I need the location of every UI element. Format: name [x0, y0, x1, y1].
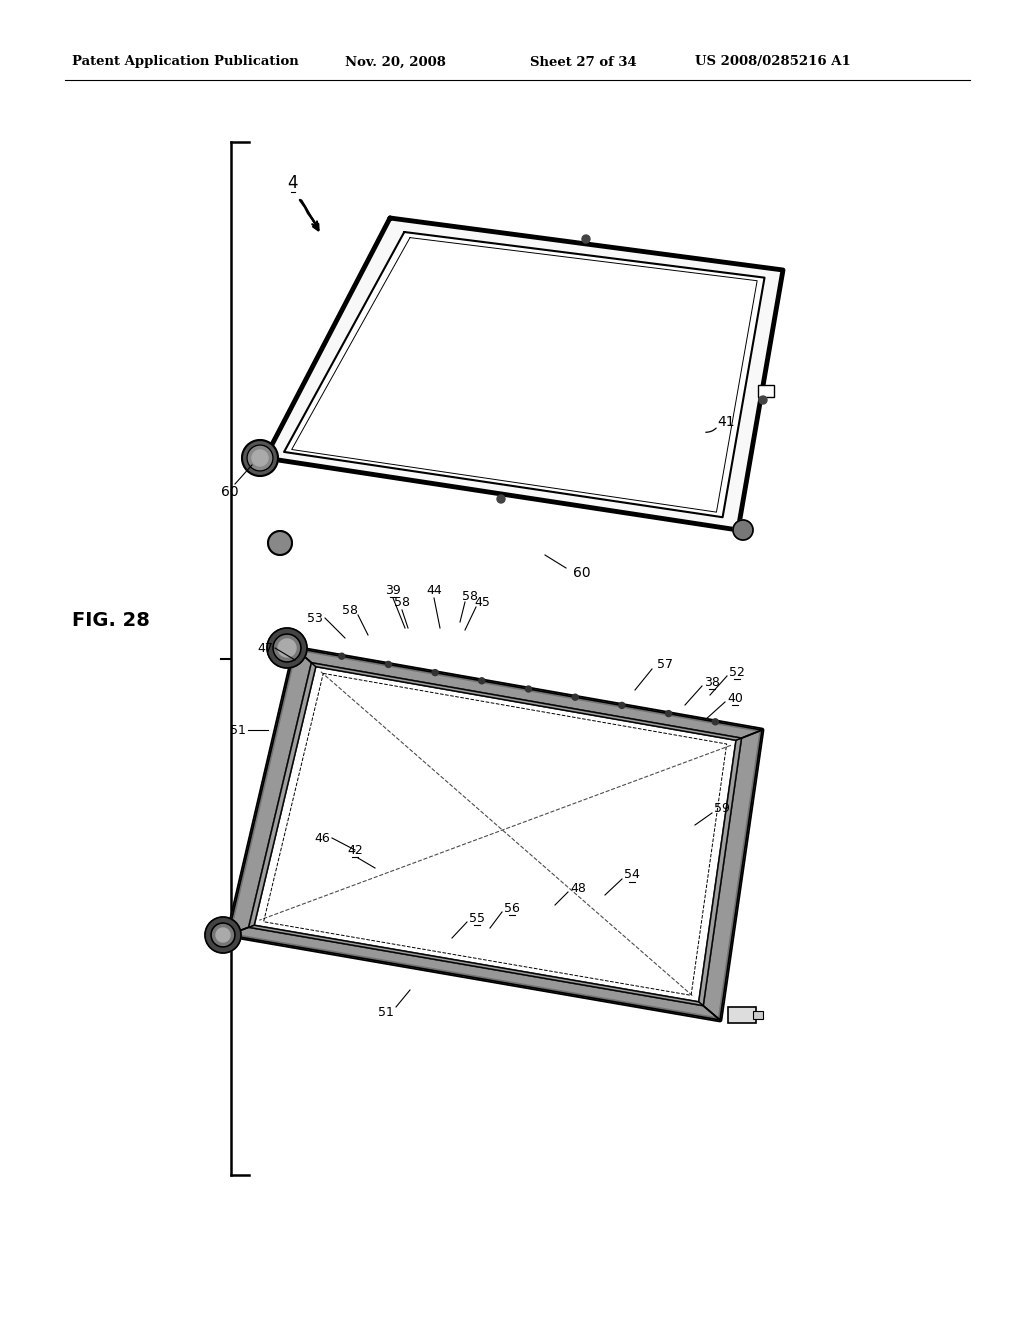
Text: 54: 54 [624, 869, 640, 882]
Circle shape [525, 686, 531, 692]
Text: 56: 56 [504, 902, 520, 915]
Text: 58: 58 [394, 595, 410, 609]
Text: 41: 41 [717, 414, 735, 429]
Text: 4: 4 [288, 174, 298, 191]
Text: Nov. 20, 2008: Nov. 20, 2008 [345, 55, 445, 69]
Circle shape [759, 396, 767, 404]
Text: 58: 58 [342, 603, 358, 616]
Circle shape [273, 634, 301, 663]
Polygon shape [703, 730, 762, 1020]
Text: 51: 51 [378, 1006, 394, 1019]
Bar [758, 385, 773, 397]
Text: 39: 39 [385, 583, 400, 597]
Text: US 2008/0285216 A1: US 2008/0285216 A1 [695, 55, 851, 69]
Circle shape [497, 495, 505, 503]
Circle shape [267, 628, 307, 668]
Text: 44: 44 [426, 583, 442, 597]
Circle shape [479, 677, 484, 684]
Text: 58: 58 [462, 590, 478, 602]
Circle shape [268, 531, 292, 554]
Circle shape [713, 719, 718, 725]
Circle shape [432, 669, 438, 676]
Text: 42: 42 [347, 843, 362, 857]
Polygon shape [265, 218, 783, 531]
Text: 40: 40 [727, 692, 743, 705]
Text: 60: 60 [573, 566, 591, 579]
Text: 47: 47 [257, 642, 273, 655]
Text: 59: 59 [714, 801, 730, 814]
Text: 38: 38 [705, 676, 720, 689]
Text: 55: 55 [469, 912, 485, 924]
Polygon shape [228, 928, 720, 1020]
Circle shape [252, 450, 268, 466]
Text: 46: 46 [314, 832, 330, 845]
Text: 48: 48 [570, 882, 586, 895]
Circle shape [278, 639, 296, 657]
Circle shape [242, 440, 278, 477]
Circle shape [339, 653, 345, 659]
Polygon shape [228, 648, 762, 1020]
Circle shape [572, 694, 579, 700]
Polygon shape [249, 925, 703, 1006]
Circle shape [216, 928, 230, 942]
Polygon shape [254, 667, 736, 1002]
Polygon shape [228, 648, 311, 935]
Circle shape [211, 923, 234, 946]
Polygon shape [698, 738, 741, 1006]
Text: 60: 60 [221, 484, 239, 499]
Circle shape [385, 661, 391, 668]
Circle shape [582, 235, 590, 243]
Text: 57: 57 [657, 659, 673, 672]
Bar [728, 1007, 756, 1023]
Circle shape [247, 445, 273, 471]
Polygon shape [284, 232, 765, 517]
Polygon shape [295, 648, 762, 738]
Text: 52: 52 [729, 665, 744, 678]
Circle shape [666, 710, 672, 717]
Text: Sheet 27 of 34: Sheet 27 of 34 [530, 55, 637, 69]
Circle shape [618, 702, 625, 709]
Bar [753, 1011, 763, 1019]
Text: 45: 45 [474, 595, 489, 609]
Text: 53: 53 [307, 611, 323, 624]
Text: 51: 51 [230, 723, 246, 737]
Text: Patent Application Publication: Patent Application Publication [72, 55, 299, 69]
Text: FIG. 28: FIG. 28 [72, 610, 150, 630]
Circle shape [205, 917, 241, 953]
Circle shape [733, 520, 753, 540]
Polygon shape [249, 663, 315, 928]
Polygon shape [311, 663, 741, 741]
